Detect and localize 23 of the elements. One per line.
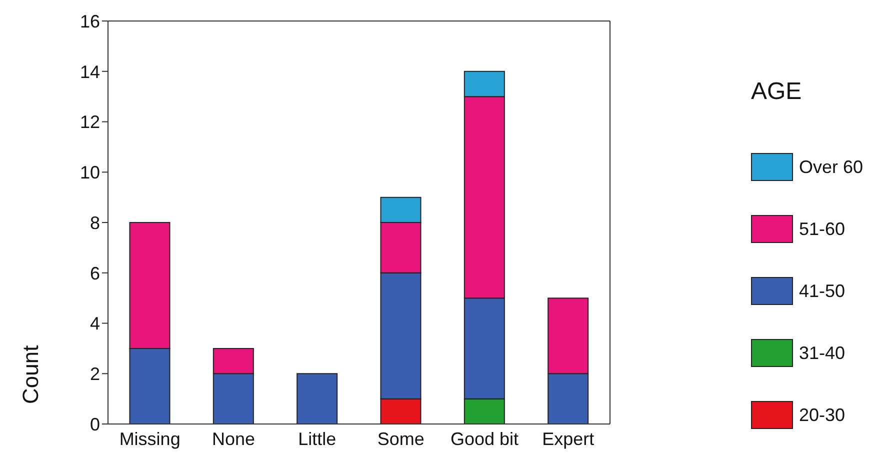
legend-label: 31-40 xyxy=(799,342,846,364)
y-tick-label: 0 xyxy=(90,414,100,434)
legend-label: 51-60 xyxy=(799,218,846,240)
legend-label: 41-50 xyxy=(799,280,846,302)
x-tick-label: None xyxy=(212,428,256,449)
x-tick-label: Some xyxy=(377,428,424,449)
y-tick-label: 10 xyxy=(80,162,100,183)
bar xyxy=(296,373,338,424)
x-tick-label: Little xyxy=(298,428,336,449)
y-tick-label: 14 xyxy=(80,62,100,82)
x-tick-label: Expert xyxy=(542,428,594,449)
x-tick-label: Good bit xyxy=(450,428,519,449)
legend-label: Over 60 xyxy=(799,156,864,178)
legend-title: AGE xyxy=(751,78,803,106)
x-tick-label: Missing xyxy=(119,428,180,449)
y-axis-title: Count xyxy=(18,345,43,404)
y-tick-label: 16 xyxy=(80,11,100,32)
y-tick-label: 2 xyxy=(90,364,100,384)
y-tick-label: 8 xyxy=(90,212,100,233)
y-tick-label: 4 xyxy=(90,314,100,334)
y-tick-label: 12 xyxy=(80,112,100,132)
y-tick-label: 6 xyxy=(90,263,100,284)
legend-label: 20-30 xyxy=(799,404,846,426)
